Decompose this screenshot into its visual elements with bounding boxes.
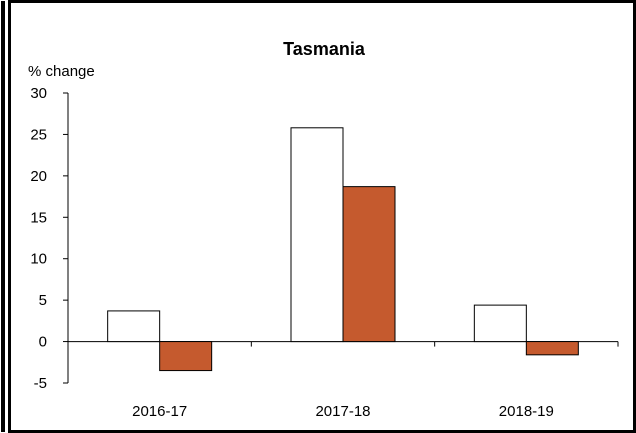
y-tick-label: 30: [30, 85, 47, 102]
chart-title: Tasmania: [283, 39, 366, 59]
y-axis-unit-label: % change: [28, 63, 95, 80]
y-tick-label: 20: [30, 168, 47, 185]
bar-series-1-2016-17: [107, 310, 161, 343]
bar-series-1-2018-19: [473, 304, 527, 343]
y-tick-label: -5: [34, 375, 47, 392]
bar-series-2-2016-17: [159, 341, 213, 372]
y-tick-label: 5: [39, 292, 47, 309]
bar-series-2-2018-19: [525, 341, 579, 356]
bar-series-2-2017-18: [342, 186, 396, 343]
x-category-label: 2016-17: [132, 403, 187, 420]
y-tick-label: 10: [30, 251, 47, 268]
chart-border: [8, 0, 636, 433]
x-category-label: 2018-19: [499, 403, 554, 420]
y-tick-label: 25: [30, 126, 47, 143]
y-tick-label: 15: [30, 209, 47, 226]
y-tick-label: 0: [39, 334, 47, 351]
bar-series-1-2017-18: [290, 127, 344, 343]
bars: [107, 127, 579, 372]
x-category-label: 2017-18: [315, 403, 370, 420]
y-axis: 30 25 20 15 10 5 0 -5: [30, 85, 69, 392]
left-dark-edge: [1, 1, 5, 432]
